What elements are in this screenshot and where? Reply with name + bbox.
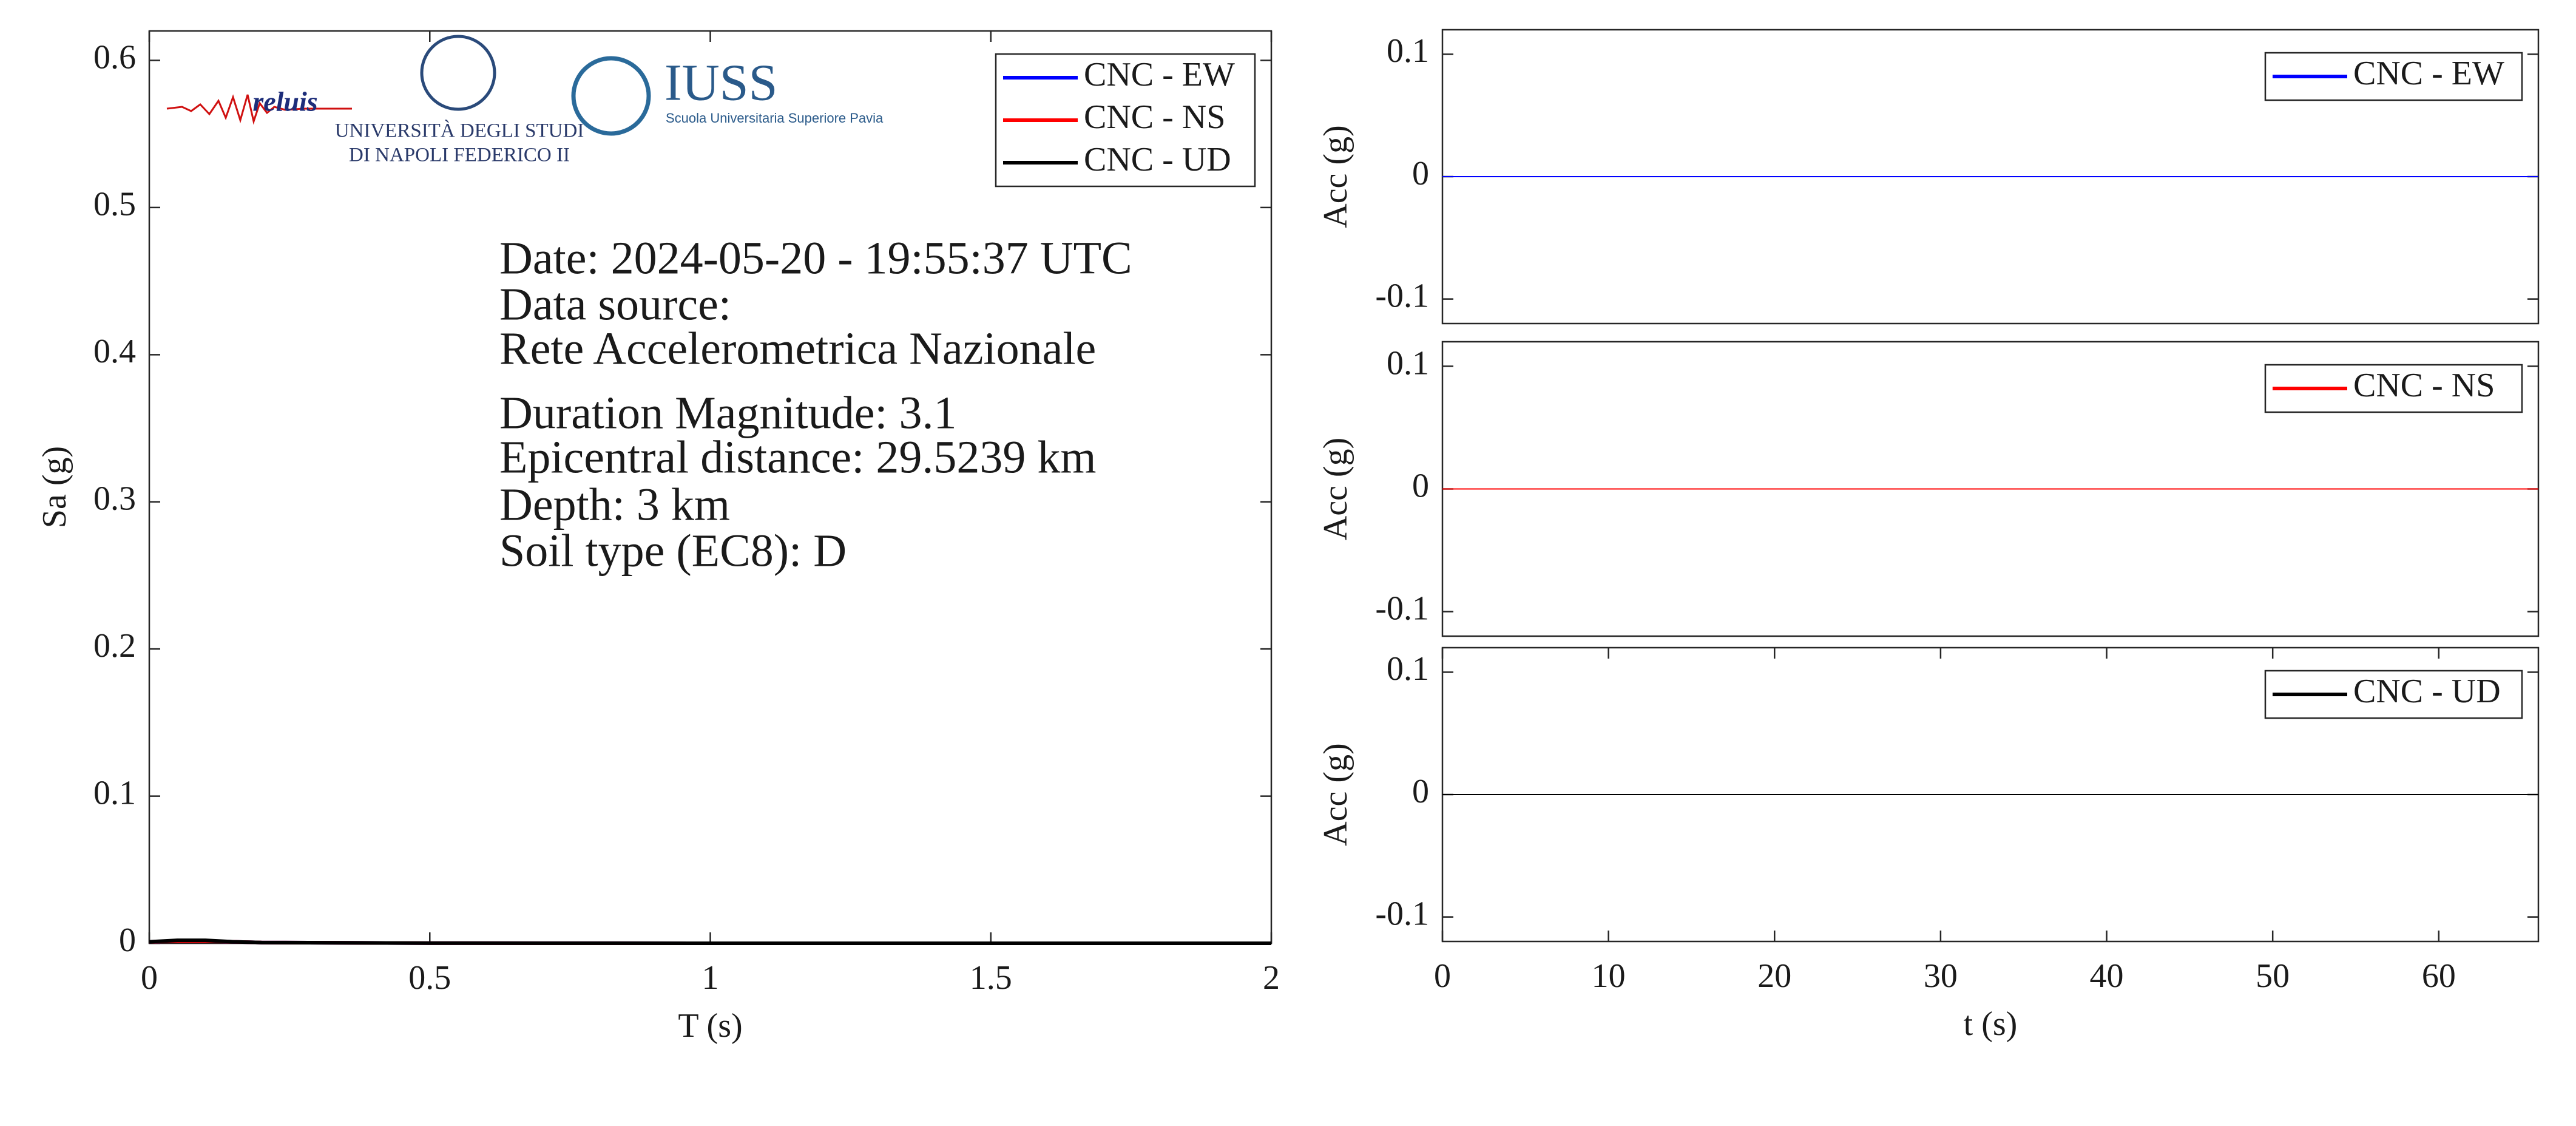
legend-label: CNC - NS <box>2353 367 2495 404</box>
x-tick-label: 0 <box>141 959 158 997</box>
y-tick-label: 0.1 <box>1387 650 1429 688</box>
annotation: Date: 2024-05-20 - 19:55:37 UTC <box>499 232 1132 283</box>
x-tick-label: 1.5 <box>970 959 1012 997</box>
y-tick-label: 0 <box>1412 155 1429 192</box>
x-axis-label: T (s) <box>678 1007 742 1045</box>
legend-label: CNC - EW <box>2353 55 2504 92</box>
x-tick-label: 1 <box>702 959 719 997</box>
y-axis-label: Sa (g) <box>36 446 73 528</box>
reluis-wave <box>166 94 352 125</box>
crest <box>420 35 496 111</box>
annotation: Soil type (EC8): D <box>499 525 847 576</box>
logos: reluis UNIVERSITÀ DEGLI STUDI DI NAPOLI … <box>166 35 884 166</box>
iuss-emblem <box>571 56 651 136</box>
logo-text: DI NAPOLI FEDERICO II <box>349 144 570 166</box>
y-tick-label: -0.1 <box>1375 895 1429 933</box>
y-tick-label: 0.6 <box>93 38 136 76</box>
x-axis-label: t (s) <box>1964 1005 2018 1043</box>
series-line <box>149 938 1271 945</box>
annotation: Depth: 3 km <box>499 479 730 530</box>
legend-label: CNC - NS <box>1084 98 1225 136</box>
annotation: Data source: <box>499 279 731 330</box>
x-tick-label: 30 <box>1924 957 1958 995</box>
y-tick-label: 0.3 <box>93 480 136 518</box>
y-tick-label: -0.1 <box>1375 277 1429 315</box>
x-tick-label: 40 <box>2090 957 2124 995</box>
annotation: Epicentral distance: 29.5239 km <box>499 432 1097 483</box>
logo-text: UNIVERSITÀ DEGLI STUDI <box>335 120 584 142</box>
x-tick-label: 2 <box>1263 959 1280 997</box>
x-tick-label: 60 <box>2422 957 2456 995</box>
y-axis-label: Acc (g) <box>1317 125 1354 228</box>
legend-label: CNC - EW <box>1084 56 1235 93</box>
logo-text: reluis <box>252 86 317 117</box>
y-axis-label: Acc (g) <box>1317 743 1354 846</box>
x-tick-label: 10 <box>1592 957 1626 995</box>
y-tick-label: 0.5 <box>93 186 136 223</box>
logo-text: IUSS <box>664 53 777 112</box>
annotation: Rete Accelerometrica Nazionale <box>499 323 1096 374</box>
y-tick-label: 0.1 <box>93 774 136 812</box>
y-tick-label: 0 <box>119 921 136 959</box>
y-tick-label: -0.1 <box>1375 589 1429 627</box>
y-tick-label: 0.1 <box>1387 32 1429 70</box>
x-tick-label: 50 <box>2256 957 2290 995</box>
logo-text: Scuola Universitaria Superiore Pavia <box>666 110 884 126</box>
y-axis-label: Acc (g) <box>1317 438 1354 540</box>
annotation: Duration Magnitude: 3.1 <box>499 387 957 438</box>
legend-label: CNC - UD <box>1084 141 1231 178</box>
y-tick-label: 0 <box>1412 773 1429 810</box>
y-tick-label: 0.1 <box>1387 344 1429 382</box>
y-tick-label: 0.4 <box>93 333 136 370</box>
legend-label: CNC - UD <box>2353 673 2501 710</box>
y-tick-label: 0 <box>1412 467 1429 504</box>
x-tick-label: 0 <box>1434 957 1451 995</box>
x-tick-label: 0.5 <box>408 959 451 997</box>
y-tick-label: 0.2 <box>93 627 136 665</box>
x-tick-label: 20 <box>1757 957 1791 995</box>
